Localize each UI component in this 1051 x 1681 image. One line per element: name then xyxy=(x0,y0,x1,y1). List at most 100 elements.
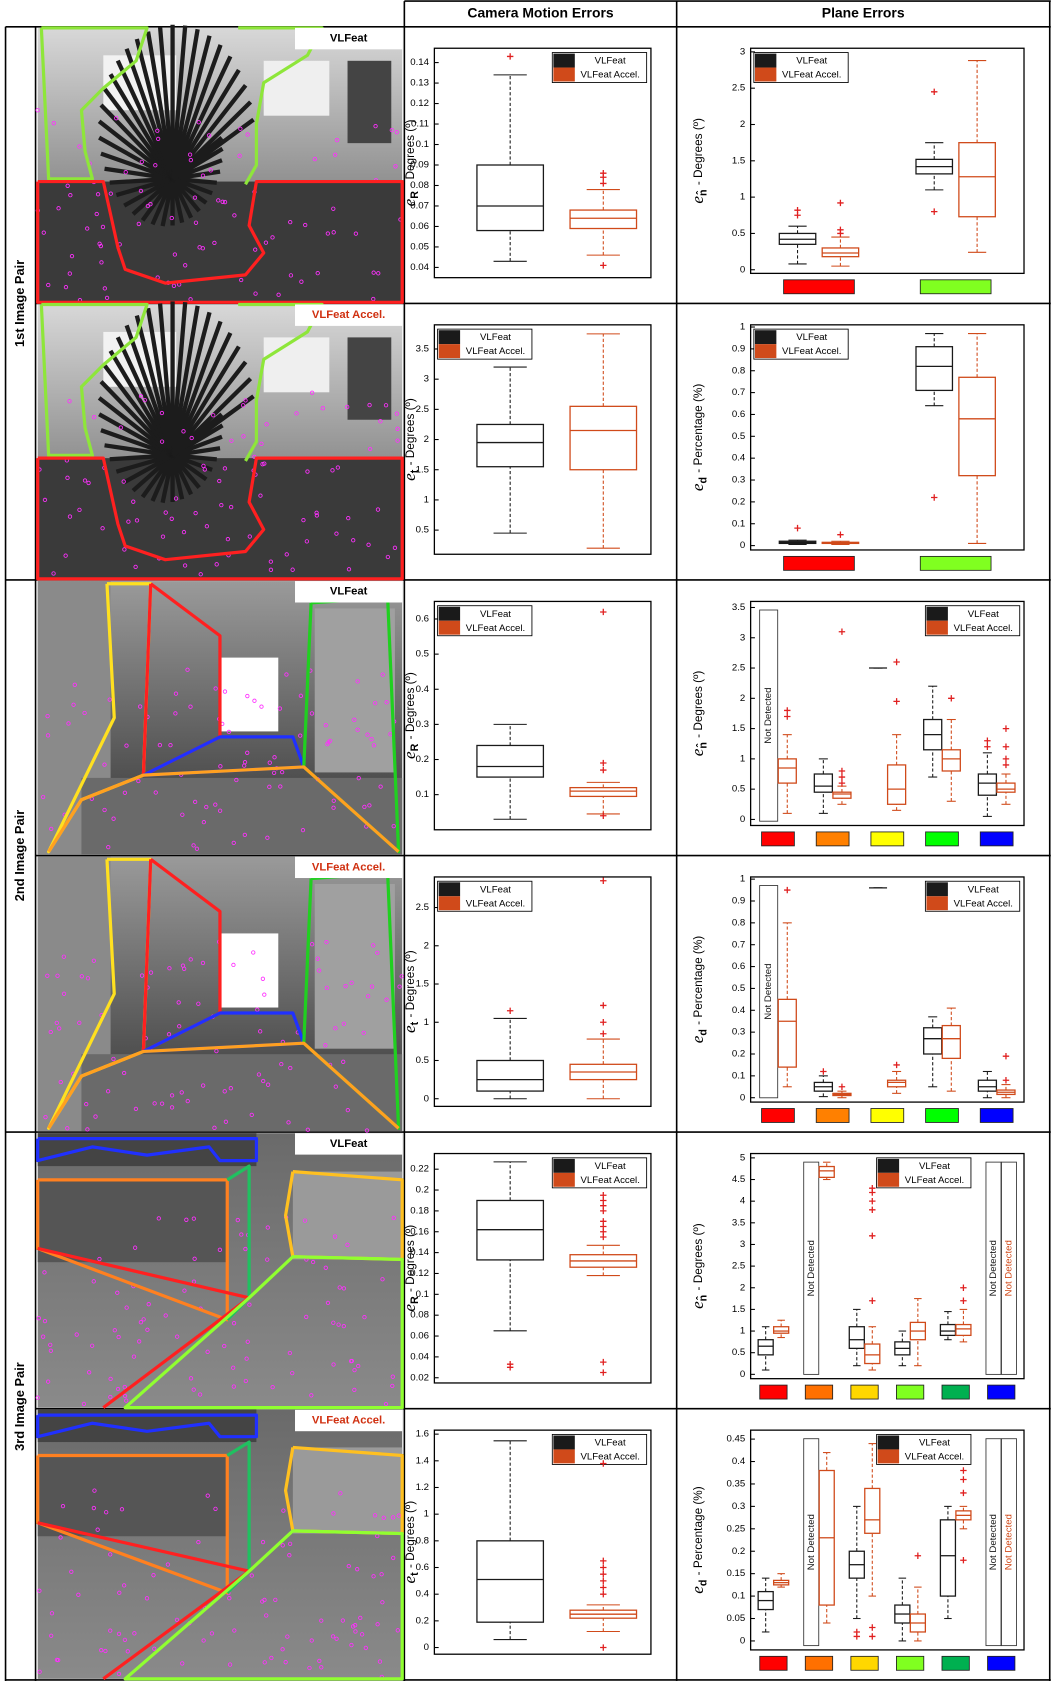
photo-region xyxy=(264,61,330,116)
y-tick-label: 0.3 xyxy=(416,719,429,730)
photo-region xyxy=(38,1456,228,1537)
y-axis-symbol: e xyxy=(400,1304,419,1312)
y-tick-label: 1 xyxy=(424,1017,429,1028)
y-axis-label: en̂- Degrees (º) xyxy=(688,118,709,204)
y-tick-label: 0.2 xyxy=(416,1185,429,1196)
y-axis-label: ed- Percentage (%) xyxy=(688,1486,709,1594)
y-tick-label: 0.8 xyxy=(732,917,745,928)
legend-swatch xyxy=(878,1435,899,1449)
y-tick-label: 0 xyxy=(740,814,745,825)
legend-label: VLFeat Accel. xyxy=(954,623,1013,634)
box xyxy=(942,750,960,771)
box xyxy=(924,1028,942,1054)
y-axis-text: - Percentage (%) xyxy=(692,384,705,473)
photo-region xyxy=(220,933,278,1007)
y-axis-subscript: n̂ xyxy=(696,1295,709,1302)
column-header: Plane Errors xyxy=(822,5,905,21)
y-tick-label: 0.8 xyxy=(416,1535,429,1546)
legend-label: VLFeat xyxy=(919,1161,950,1172)
legend-swatch xyxy=(439,607,460,621)
value-label: Not Detected xyxy=(1004,1240,1015,1296)
photo-region xyxy=(38,458,403,579)
y-tick-label: 0.5 xyxy=(732,784,745,795)
y-axis-label: en̂- Degrees (º) xyxy=(688,671,709,757)
y-axis-text: - Degrees (º) xyxy=(404,672,417,739)
category-swatch xyxy=(980,1109,1013,1123)
y-axis-label: en̂- Degrees (º) xyxy=(688,1223,709,1309)
legend-swatch xyxy=(439,882,460,896)
y-tick-label: 2.5 xyxy=(732,83,745,94)
y-tick-label: 4.5 xyxy=(732,1174,745,1185)
category-swatch xyxy=(760,1385,787,1399)
y-tick-label: 0.06 xyxy=(410,1331,429,1342)
y-tick-label: 0.5 xyxy=(732,431,745,442)
y-tick-label: 0.2 xyxy=(732,1049,745,1060)
y-tick-label: 3.5 xyxy=(416,344,429,355)
y-tick-label: 0.1 xyxy=(416,789,429,800)
y-tick-label: 0.5 xyxy=(416,1055,429,1066)
legend-swatch xyxy=(926,882,947,896)
y-tick-label: 1 xyxy=(740,192,745,203)
legend-swatch xyxy=(926,621,947,635)
legend-label: VLFeat Accel. xyxy=(782,70,841,81)
photo-region xyxy=(81,1054,402,1131)
box xyxy=(833,792,851,798)
y-axis-text: - Degrees (º) xyxy=(404,1225,417,1292)
category-swatch xyxy=(805,1656,832,1670)
legend-swatch xyxy=(755,54,776,68)
value-label: Not Detected xyxy=(1004,1514,1015,1570)
photo-region xyxy=(315,884,395,1049)
y-axis-label: ed - Percentage (%) xyxy=(688,936,709,1044)
y-tick-label: 1.5 xyxy=(732,1304,745,1315)
y-tick-label: 0.1 xyxy=(416,139,429,150)
y-tick-label: 1.4 xyxy=(416,1455,430,1466)
y-tick-label: 0 xyxy=(740,540,745,551)
y-tick-label: 0.9 xyxy=(732,343,745,354)
box xyxy=(865,1344,880,1363)
category-swatch xyxy=(942,1656,969,1670)
y-tick-label: 3 xyxy=(424,374,429,385)
category-swatch xyxy=(805,1385,832,1399)
y-tick-label: 0.5 xyxy=(732,1347,745,1358)
y-tick-label: 3.5 xyxy=(732,602,745,613)
y-tick-label: 0.13 xyxy=(410,78,429,89)
y-tick-label: 0.18 xyxy=(410,1205,429,1216)
legend-label: VLFeat Accel. xyxy=(580,1175,639,1186)
y-axis-symbol: e xyxy=(688,1035,707,1043)
category-swatch xyxy=(871,832,904,846)
category-swatch xyxy=(980,832,1013,846)
box xyxy=(778,999,796,1067)
y-tick-label: 0.15 xyxy=(727,1568,746,1579)
y-axis-subscript: d xyxy=(697,1029,709,1036)
y-axis-text: - Percentage (%) xyxy=(692,936,705,1025)
box xyxy=(956,1325,971,1336)
category-swatch xyxy=(784,280,855,294)
y-tick-label: 0.12 xyxy=(410,98,429,109)
legend-label: VLFeat Accel. xyxy=(782,346,841,357)
legend-label: VLFeat Accel. xyxy=(466,898,525,909)
y-tick-label: 0.5 xyxy=(416,525,429,536)
y-tick-label: 0.14 xyxy=(410,57,429,68)
category-swatch xyxy=(871,1109,904,1123)
legend-swatch xyxy=(439,896,460,910)
y-tick-label: 0.3 xyxy=(732,1027,745,1038)
box xyxy=(888,1080,906,1087)
y-axis-subscript: R xyxy=(409,191,421,199)
y-axis-text: - Degrees (º) xyxy=(404,950,417,1017)
photo-region xyxy=(38,1180,228,1262)
y-tick-label: 0 xyxy=(740,1092,745,1103)
y-axis-symbol: e xyxy=(688,1586,707,1594)
box xyxy=(778,759,796,783)
y-tick-label: 0.1 xyxy=(732,1591,745,1602)
y-tick-label: 0.6 xyxy=(732,961,745,972)
category-swatch xyxy=(942,1385,969,1399)
legend-label: VLFeat Accel. xyxy=(580,70,639,81)
row-label: 2nd Image Pair xyxy=(12,810,27,901)
legend-label: VLFeat Accel. xyxy=(466,623,525,634)
legend-label: VLFeat Accel. xyxy=(905,1451,964,1462)
y-tick-label: 2 xyxy=(740,693,745,704)
photo-region xyxy=(264,337,330,392)
y-tick-label: 0 xyxy=(740,1369,745,1380)
y-tick-label: 1 xyxy=(740,1326,745,1337)
y-tick-label: 0.2 xyxy=(416,1615,429,1626)
